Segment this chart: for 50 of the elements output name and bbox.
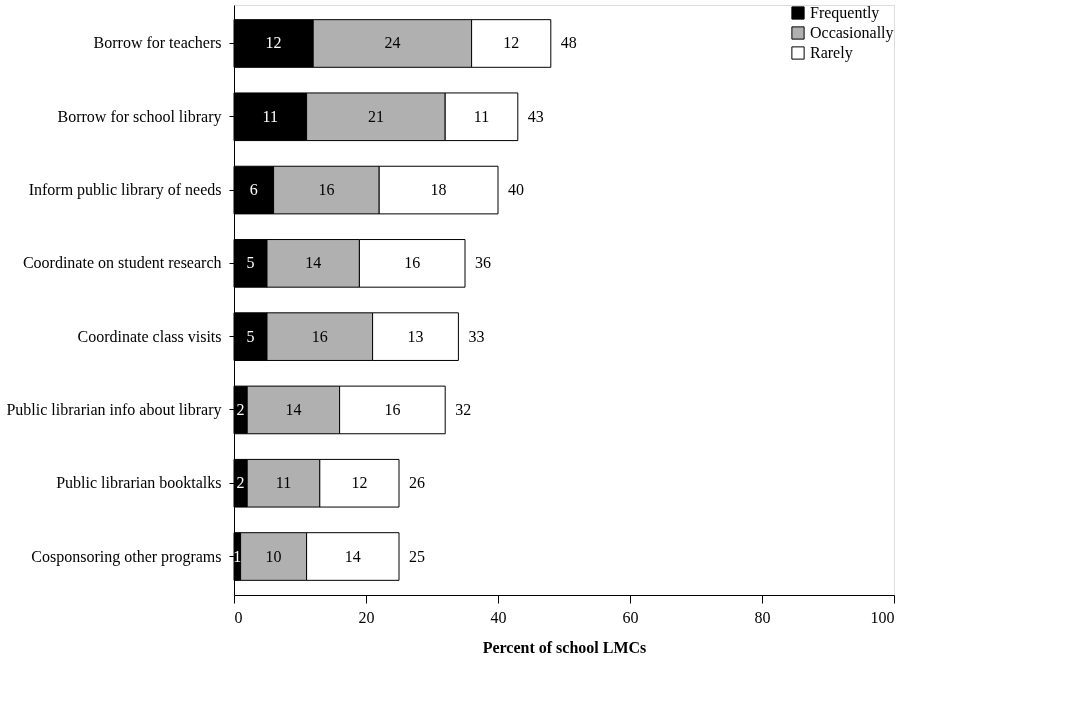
x-tick-label: 80 [754,608,771,626]
data-label: 1 [233,547,242,565]
total-label: 32 [455,400,472,418]
data-label: 14 [285,400,302,418]
total-label: 40 [508,181,524,199]
legend-label: Occasionally [810,24,894,42]
data-label: 5 [246,327,255,345]
data-label: 18 [430,181,447,199]
data-label: 13 [407,327,424,345]
data-label: 12 [351,474,368,492]
data-label: 5 [246,254,255,272]
y-tick-label: Public librarian booktalks [56,474,222,492]
data-label: 14 [344,547,361,565]
y-tick-label: Cosponsoring other programs [31,547,222,566]
data-label: 11 [275,474,292,492]
legend-label: Rarely [810,44,853,62]
data-label: 6 [249,181,258,199]
data-label: 11 [262,107,278,125]
data-label: 16 [384,400,401,418]
data-label: 14 [305,254,322,272]
y-tick-label: Inform public library of needs [28,181,222,200]
data-label: 10 [265,547,282,565]
data-label: 21 [367,107,384,125]
data-label: 11 [473,107,490,125]
y-tick-label: Public librarian info about library [6,400,222,419]
total-label: 36 [475,254,491,272]
data-label: 24 [384,34,401,52]
total-label: 33 [468,327,485,345]
x-tick-label: 60 [622,608,639,626]
data-label: 2 [236,400,245,418]
total-label: 26 [409,474,425,492]
y-tick-label: Coordinate on student research [22,254,222,272]
total-label: 43 [527,107,544,125]
y-tick-label: Borrow for school library [57,107,222,126]
y-tick-label: Borrow for teachers [93,34,222,52]
y-tick-label: Coordinate class visits [77,327,222,345]
total-label: 48 [560,34,577,52]
total-label: 25 [409,547,425,565]
data-label: 16 [311,327,328,345]
data-label: 12 [503,34,520,52]
x-tick-label: 40 [490,608,507,626]
data-label: 16 [318,181,335,199]
legend-label: Frequently [810,4,880,22]
x-axis-title: Percent of school LMCs [482,638,647,656]
data-label: 2 [236,474,245,492]
data-label: 12 [265,34,282,52]
x-tick-label: 100 [870,608,895,626]
x-tick-label: 20 [358,608,375,626]
x-tick-label: 0 [234,608,243,626]
data-label: 16 [404,254,421,272]
